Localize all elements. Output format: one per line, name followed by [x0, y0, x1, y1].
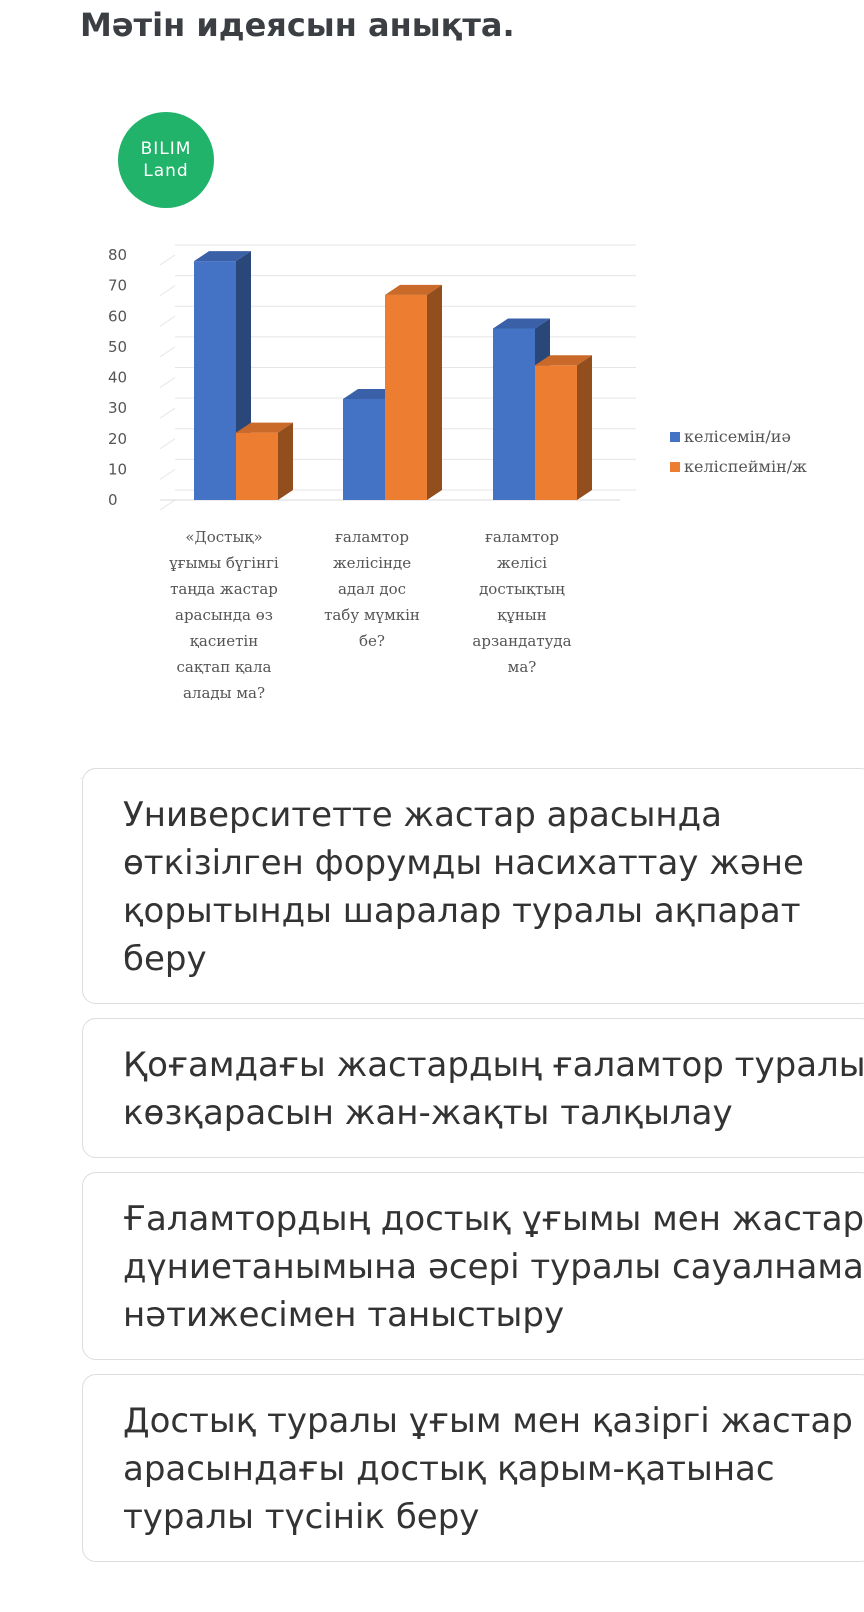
- answer-option-1[interactable]: Университетте жастар арасында өткізілген…: [82, 768, 864, 1004]
- y-tick-label: 0: [108, 491, 118, 509]
- bar: [385, 294, 427, 500]
- bar-top: [194, 251, 251, 262]
- gridline: [159, 499, 176, 511]
- option-line: қорытынды шаралар туралы ақпарат: [123, 891, 801, 931]
- bar-top: [236, 422, 293, 433]
- answer-option-3[interactable]: Ғаламтордың достық ұғымы мен жастар дүни…: [82, 1172, 864, 1360]
- y-tick-label: 40: [108, 369, 127, 387]
- y-tick-label: 10: [108, 460, 127, 478]
- category-label: бе?: [359, 632, 385, 650]
- bar-top: [493, 318, 550, 329]
- bar-top: [385, 284, 442, 295]
- y-tick-label: 30: [108, 399, 127, 417]
- gridline: [159, 407, 176, 419]
- option-line: нәтижесімен таныстыру: [123, 1295, 565, 1335]
- option-line: туралы түсінік беру: [123, 1497, 480, 1537]
- gridline: [159, 468, 176, 480]
- category-label: таңда жастар: [170, 580, 278, 598]
- category-label: сақтап қала: [177, 658, 272, 676]
- option-line: арасындағы достық қарым-қатынас: [123, 1449, 775, 1489]
- answer-option-2[interactable]: Қоғамдағы жастардың ғаламтор туралы көзқ…: [82, 1018, 864, 1158]
- bar-side: [577, 355, 592, 500]
- question-title: Мәтін идеясын анықта.: [80, 6, 515, 44]
- category-label: құнын: [497, 606, 547, 624]
- bar: [493, 328, 535, 500]
- category-label: адал дос: [338, 580, 406, 598]
- option-line: дүниетанымына әсері туралы сауалнама: [123, 1247, 864, 1287]
- gridline: [159, 254, 176, 266]
- bar: [194, 261, 236, 500]
- category-label: желісінде: [333, 554, 411, 572]
- option-line: Достық туралы ұғым мен қазіргі жастар: [123, 1401, 853, 1441]
- option-line: беру: [123, 939, 207, 979]
- bar-top: [535, 355, 592, 366]
- category-label: желісі: [497, 554, 547, 572]
- y-tick-label: 80: [108, 246, 127, 264]
- category-label: ма?: [508, 658, 537, 676]
- answer-option-4[interactable]: Достық туралы ұғым мен қазіргі жастар ар…: [82, 1374, 864, 1562]
- category-label: ғаламтор: [335, 528, 409, 546]
- gridline: [159, 346, 176, 358]
- y-tick-label: 20: [108, 430, 127, 448]
- category-label: алады ма?: [183, 684, 265, 702]
- category-label: арасында өз: [175, 606, 273, 624]
- category-label: достықтың: [479, 580, 565, 598]
- option-line: Университетте жастар арасында: [123, 795, 722, 835]
- category-label: табу мүмкін: [324, 606, 420, 624]
- bar: [535, 365, 577, 500]
- option-line: Ғаламтордың достық ұғымы мен жастар: [123, 1199, 864, 1239]
- legend-swatch: [670, 432, 680, 442]
- survey-bar-chart: 80 70 60 50 40 30 20 10 0 «Достық» ұғымы бүгінгі та…: [108, 244, 807, 702]
- option-line: көзқарасын жан-жақты талқылау: [123, 1093, 733, 1133]
- gridline: [159, 438, 176, 450]
- category-label: қасиетін: [190, 632, 258, 650]
- option-line: өткізілген форумды насихаттау және: [123, 843, 804, 883]
- gridline: [159, 285, 176, 297]
- y-tick-label: 70: [108, 277, 127, 295]
- bar: [343, 398, 385, 500]
- y-tick-label: 60: [108, 307, 127, 325]
- category-label: «Достық»: [185, 528, 262, 546]
- y-tick-label: 50: [108, 338, 127, 356]
- bar-side: [427, 284, 442, 500]
- legend-swatch: [670, 462, 680, 472]
- category-label: ұғымы бүгінгі: [168, 554, 279, 572]
- bar-side: [278, 422, 293, 500]
- bilimland-logo: BILIM Land: [118, 112, 214, 208]
- category-label: ғаламтор: [485, 528, 559, 546]
- option-line: Қоғамдағы жастардың ғаламтор туралы: [123, 1045, 864, 1085]
- gridline: [159, 377, 176, 388]
- gridline: [159, 315, 176, 327]
- legend-label: келіспеймін/ж: [684, 457, 807, 476]
- category-label: арзандатуда: [472, 632, 571, 650]
- legend-label: келісемін/иә: [684, 427, 791, 446]
- bar: [236, 432, 278, 500]
